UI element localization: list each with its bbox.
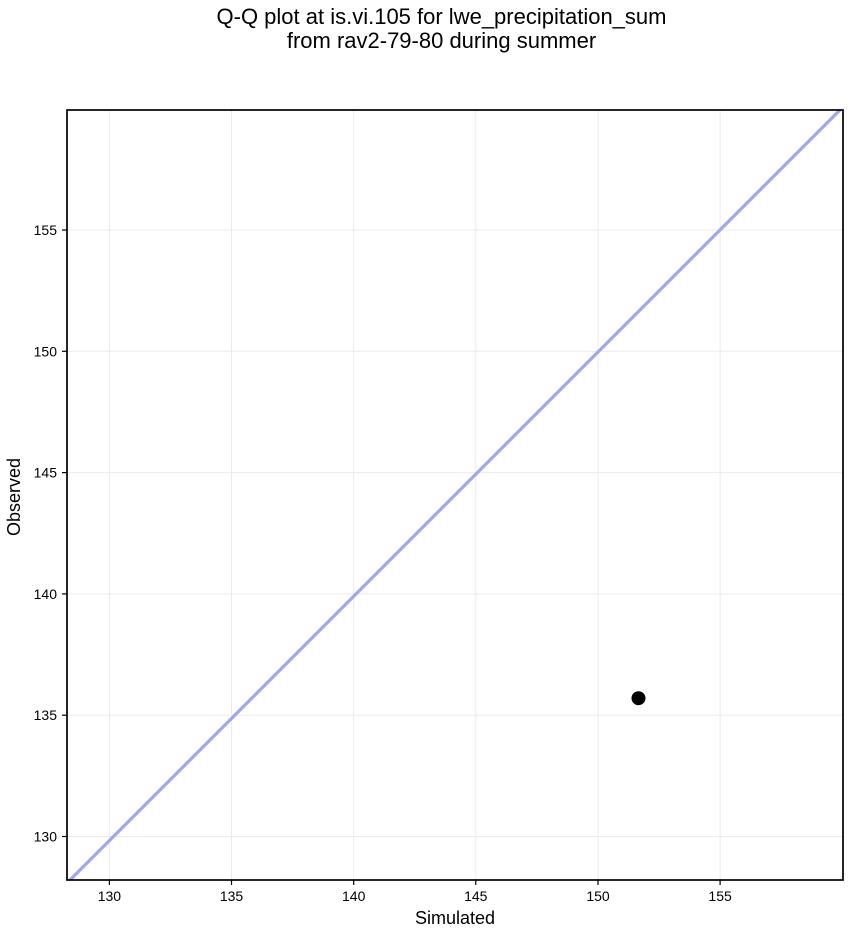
svg-text:155: 155 <box>708 888 732 904</box>
svg-text:130: 130 <box>98 888 122 904</box>
svg-text:145: 145 <box>464 888 488 904</box>
svg-text:Simulated: Simulated <box>415 908 495 928</box>
svg-text:from rav2-79-80 during summer: from rav2-79-80 during summer <box>287 28 596 53</box>
svg-text:150: 150 <box>586 888 610 904</box>
svg-text:140: 140 <box>342 888 366 904</box>
svg-text:135: 135 <box>34 707 58 723</box>
svg-text:155: 155 <box>34 222 58 238</box>
svg-text:135: 135 <box>220 888 244 904</box>
svg-text:150: 150 <box>34 343 58 359</box>
svg-text:Q-Q plot at is.vi.105 for lwe_: Q-Q plot at is.vi.105 for lwe_precipitat… <box>217 4 667 29</box>
svg-text:130: 130 <box>34 829 58 845</box>
svg-text:145: 145 <box>34 465 58 481</box>
svg-text:Observed: Observed <box>4 458 24 536</box>
svg-text:140: 140 <box>34 586 58 602</box>
